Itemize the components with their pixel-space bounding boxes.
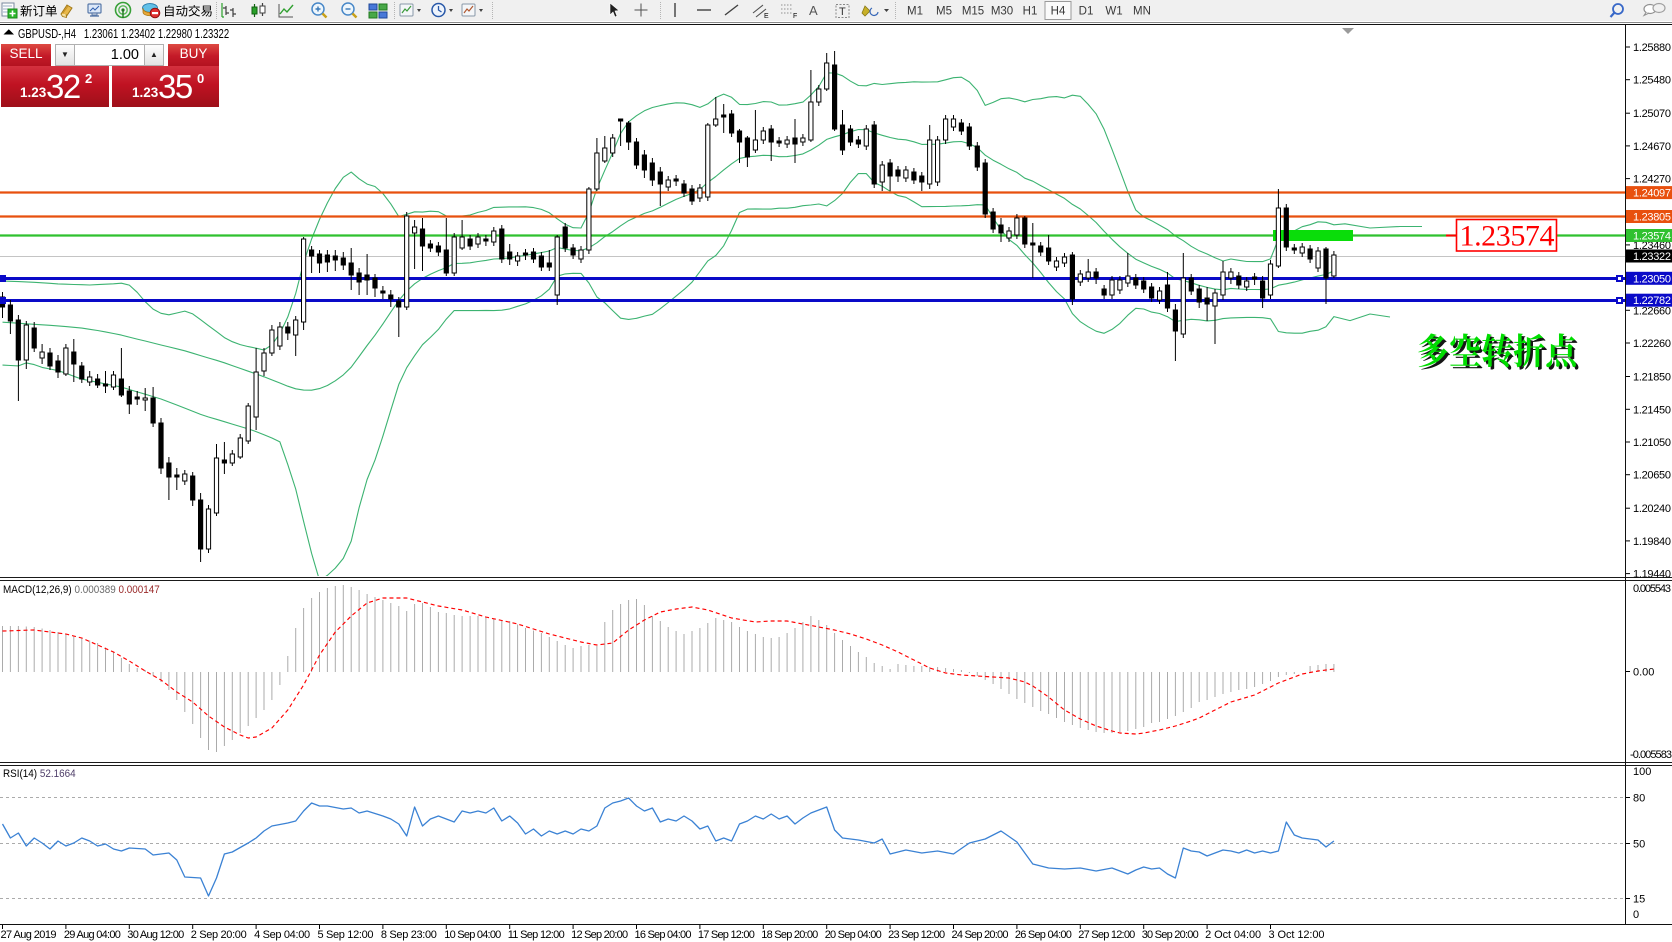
svg-text:1.23460: 1.23460 <box>1633 240 1671 252</box>
svg-text:24 Sep 20:00: 24 Sep 20:00 <box>952 929 1009 941</box>
svg-text:T: T <box>839 6 846 18</box>
svg-text:16 Sep 04:00: 16 Sep 04:00 <box>635 929 692 941</box>
svg-text:8 Sep 23:00: 8 Sep 23:00 <box>381 929 437 941</box>
svg-text:1.23574: 1.23574 <box>1460 220 1555 253</box>
svg-text:5 Sep 12:00: 5 Sep 12:00 <box>318 929 374 941</box>
svg-text:23 Sep 12:00: 23 Sep 12:00 <box>888 929 945 941</box>
svg-text:15: 15 <box>1633 894 1645 906</box>
svg-text:F: F <box>793 13 797 20</box>
svg-text:27 Sep 12:00: 27 Sep 12:00 <box>1078 929 1135 941</box>
svg-text:1.23322: 1.23322 <box>1633 251 1671 263</box>
svg-text:MACD(12,26,9) 0.000389 0.00014: MACD(12,26,9) 0.000389 0.000147 <box>3 585 160 597</box>
svg-text:1.25880: 1.25880 <box>1633 42 1671 54</box>
svg-text:1.23050: 1.23050 <box>1633 273 1671 285</box>
svg-text:1.23805: 1.23805 <box>1633 212 1671 224</box>
svg-text:M5: M5 <box>936 6 952 18</box>
svg-text:1.24097: 1.24097 <box>1633 188 1671 200</box>
svg-text:29 Aug 04:00: 29 Aug 04:00 <box>64 929 121 941</box>
svg-text:H4: H4 <box>1051 6 1066 18</box>
svg-text:2 Oct 04:00: 2 Oct 04:00 <box>1205 929 1261 941</box>
svg-text:0: 0 <box>1633 909 1639 921</box>
svg-text:1.21050: 1.21050 <box>1633 437 1671 449</box>
svg-text:20 Sep 04:00: 20 Sep 04:00 <box>825 929 882 941</box>
svg-text:M1: M1 <box>907 6 923 18</box>
svg-text:10 Sep 04:00: 10 Sep 04:00 <box>444 929 501 941</box>
svg-text:4 Sep 04:00: 4 Sep 04:00 <box>254 929 310 941</box>
svg-text:1.21850: 1.21850 <box>1633 372 1671 384</box>
svg-text:1.23574: 1.23574 <box>1633 231 1671 243</box>
svg-text:1.25480: 1.25480 <box>1633 75 1671 87</box>
svg-text:1.20650: 1.20650 <box>1633 470 1671 482</box>
svg-text:M30: M30 <box>991 6 1013 18</box>
svg-text:D1: D1 <box>1079 6 1094 18</box>
svg-text:100: 100 <box>1633 766 1651 778</box>
svg-text:1.25070: 1.25070 <box>1633 108 1671 120</box>
svg-text:1.22260: 1.22260 <box>1633 338 1671 350</box>
svg-text:30 Aug 12:00: 30 Aug 12:00 <box>127 929 184 941</box>
svg-text:3 Oct 12:00: 3 Oct 12:00 <box>1269 929 1325 941</box>
svg-text:0.005543: 0.005543 <box>1633 583 1671 595</box>
svg-text:17 Sep 12:00: 17 Sep 12:00 <box>698 929 755 941</box>
svg-text:H1: H1 <box>1023 6 1038 18</box>
svg-text:27 Aug 2019: 27 Aug 2019 <box>1 929 57 941</box>
svg-text:MN: MN <box>1133 6 1151 18</box>
svg-text:E: E <box>764 13 769 20</box>
svg-text:1.22782: 1.22782 <box>1633 295 1671 307</box>
svg-text:1.19840: 1.19840 <box>1633 536 1671 548</box>
svg-text:26 Sep 04:00: 26 Sep 04:00 <box>1015 929 1072 941</box>
svg-text:1.19440: 1.19440 <box>1633 569 1671 581</box>
svg-text:-0.005583: -0.005583 <box>1630 749 1672 761</box>
svg-text:1.24670: 1.24670 <box>1633 141 1671 153</box>
svg-text:1.21450: 1.21450 <box>1633 404 1671 416</box>
svg-text:W1: W1 <box>1105 6 1122 18</box>
svg-text:18 Sep 20:00: 18 Sep 20:00 <box>761 929 818 941</box>
svg-text:30 Sep 20:00: 30 Sep 20:00 <box>1142 929 1199 941</box>
svg-text:M15: M15 <box>962 6 984 18</box>
svg-text:A: A <box>809 3 818 18</box>
svg-text:11 Sep 12:00: 11 Sep 12:00 <box>508 929 565 941</box>
svg-text:0.00: 0.00 <box>1633 667 1654 679</box>
svg-text:1.24270: 1.24270 <box>1633 174 1671 186</box>
svg-text:1.20240: 1.20240 <box>1633 503 1671 515</box>
svg-text:80: 80 <box>1633 793 1645 805</box>
svg-text:RSI(14) 52.1664: RSI(14) 52.1664 <box>3 769 76 781</box>
svg-text:1.22660: 1.22660 <box>1633 305 1671 317</box>
svg-text:50: 50 <box>1633 839 1645 851</box>
svg-text:2 Sep 20:00: 2 Sep 20:00 <box>191 929 247 941</box>
svg-text:12 Sep 20:00: 12 Sep 20:00 <box>571 929 628 941</box>
svg-text:GBPUSD-,H4 1.23061 1.23402 1: GBPUSD-,H4 1.23061 1.23402 1.22980 1.233… <box>18 28 229 42</box>
